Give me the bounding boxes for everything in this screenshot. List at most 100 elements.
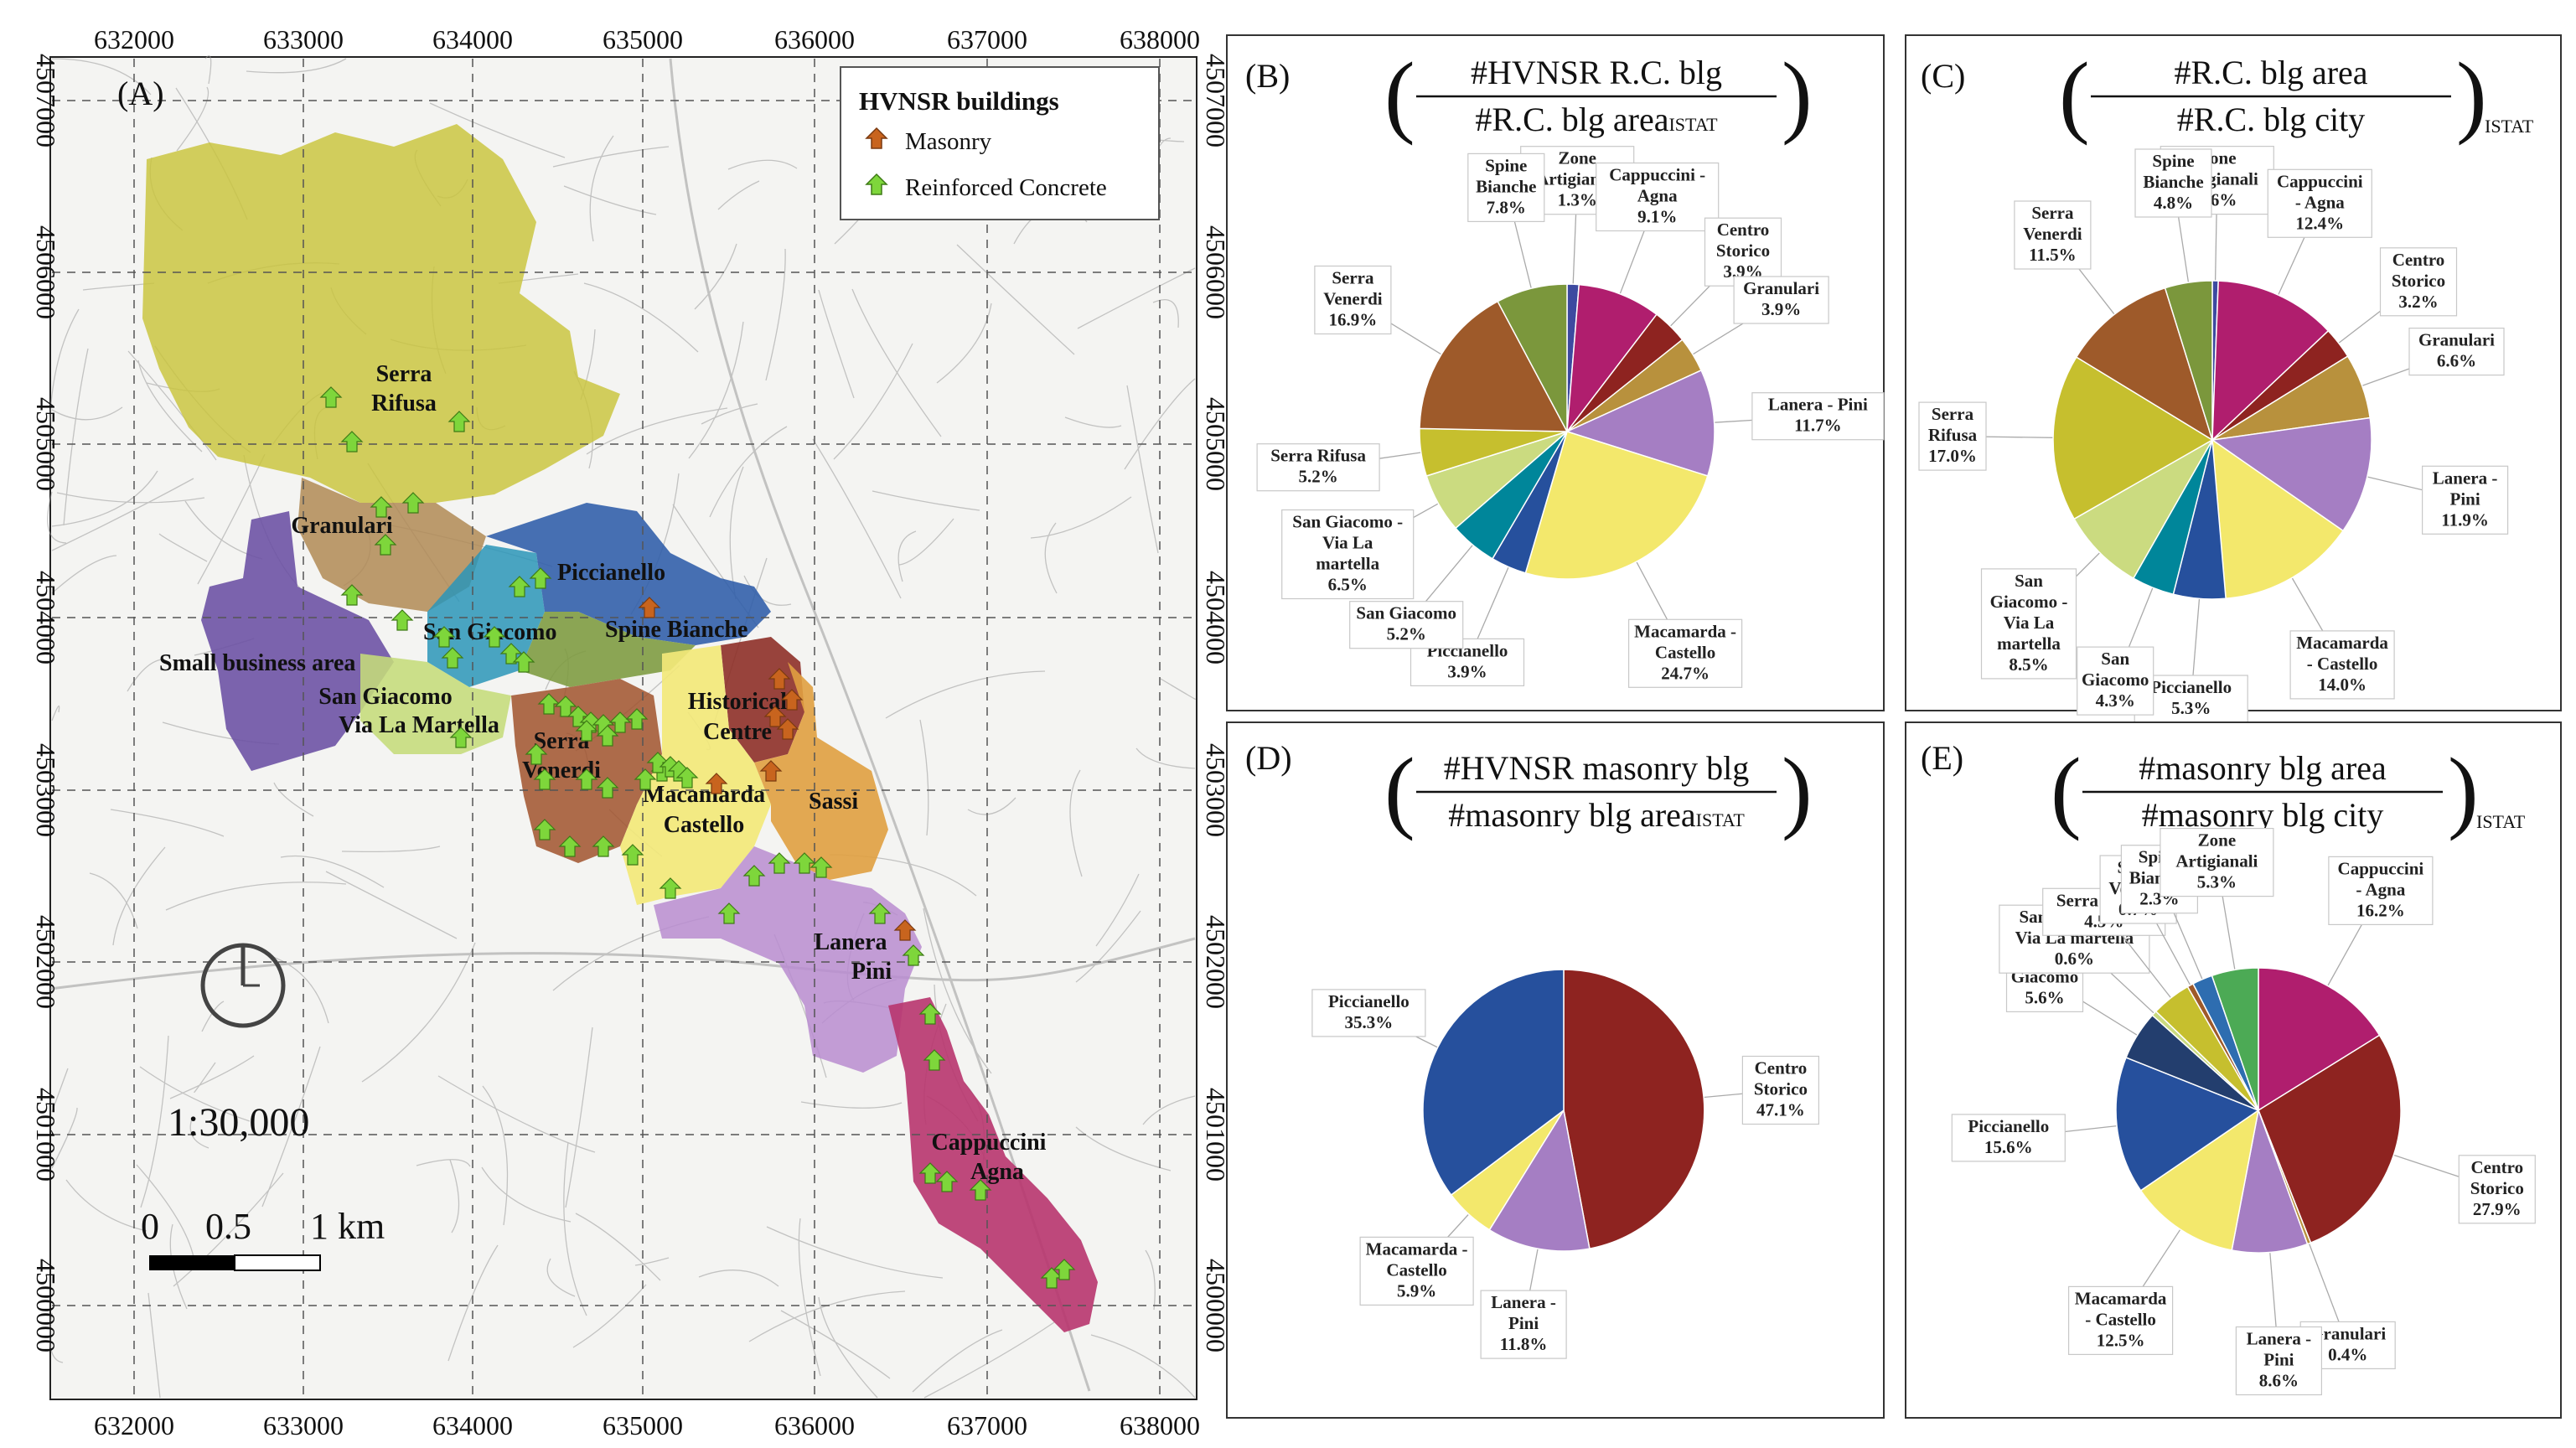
ratio-formula: #HVNSR masonry blg #masonry blg areaISTAT… <box>1384 739 1813 841</box>
label-small-business-area: Small business area <box>159 650 355 676</box>
masonry-building-icon <box>780 689 804 711</box>
rc-building-icon <box>483 626 506 648</box>
pie-slice <box>1524 431 1709 580</box>
area-san-giacomo-via-la-martella <box>360 654 511 754</box>
chart-panel-e: (E) #masonry blg area #masonry blg city ()I… <box>1905 721 2562 1419</box>
x-tick-label: 633000 <box>263 1410 344 1440</box>
rc-building-icon <box>575 720 598 742</box>
y-tick-label: 4500000 <box>31 1259 61 1352</box>
pie-label-box <box>2160 827 2274 897</box>
pie-label-box <box>1751 392 1885 441</box>
rc-building-icon <box>918 1162 942 1184</box>
rc-building-icon <box>533 819 556 840</box>
x-tick-label: 632000 <box>94 1410 174 1440</box>
area-macamarda-castello <box>620 645 771 905</box>
x-tick-label: 636000 <box>774 24 855 54</box>
panel-label: (E) <box>1921 739 1963 777</box>
legend-rc: Reinforced Concrete <box>905 174 1107 201</box>
masonry-building-icon <box>763 706 787 727</box>
pie-slice <box>2211 967 2259 1111</box>
x-tick-label: 632000 <box>94 24 174 54</box>
label-cappuccini-agna: Cappuccini Agna <box>932 1130 1047 1185</box>
pie-slice <box>2211 280 2330 442</box>
pie-slice <box>2211 438 2345 600</box>
pie-label-box <box>1256 443 1380 492</box>
rc-building-icon <box>447 411 471 432</box>
formula-numerator: #HVNSR R.C. blg <box>1471 54 1722 91</box>
rc-building-icon <box>432 626 456 648</box>
area-piccianello <box>486 503 771 645</box>
formula-left-paren: ( <box>1384 739 1415 841</box>
area-cappuccini-agna <box>888 997 1098 1332</box>
formula-right-paren: ) <box>2456 44 2487 146</box>
pie-slice <box>2258 1034 2402 1244</box>
pie-label-box <box>2267 168 2372 238</box>
y-tick-label: 4503000 <box>31 743 61 837</box>
pie-label: Centro Storico 3.9% <box>1716 220 1770 282</box>
pie-label-box <box>2077 646 2154 716</box>
formula-right-paren: ) <box>2448 739 2479 841</box>
rc-building-icon <box>923 1049 946 1071</box>
rc-building-icon <box>596 777 619 799</box>
pie-labels: Zone Artigianali 1.3%Cappuccini -Agna 9.1%C… <box>1256 146 1885 688</box>
formula-outer-sub: ISTAT <box>2485 116 2534 137</box>
formula-denominator: #R.C. blg city <box>2177 101 2365 138</box>
rc-building-icon <box>596 725 619 747</box>
formula-numerator: #R.C. blg area <box>2174 54 2367 91</box>
masonry-building-icon <box>759 760 783 782</box>
chart-panel-c: (C) #R.C. blg area #R.C. blg city ()ISTAT Zo… <box>1905 34 2562 723</box>
label-lanera-pini: Lanera Pini <box>814 929 892 985</box>
masonry-building-icon <box>638 597 661 618</box>
ratio-formula: #masonry blg area #masonry blg city ()ISTA… <box>2051 739 2526 841</box>
y-tick-label: 4506000 <box>31 225 61 319</box>
formula-left-paren: ( <box>2059 44 2090 146</box>
rc-building-icon <box>918 1003 942 1025</box>
pie-slice <box>2210 416 2372 532</box>
map-panel: 632000 633000 634000 635000 636000 637000 6380… <box>31 24 1231 1440</box>
pie-label-box <box>1951 1114 2066 1162</box>
x-tick-label: 634000 <box>432 1410 513 1440</box>
rc-building-icon <box>1053 1259 1076 1280</box>
pie-slice <box>2231 1108 2309 1254</box>
rc-building-icon <box>401 492 425 514</box>
pie-label: Serra Rifusa 5.2% <box>1270 446 1366 487</box>
scale-bar: 0 0.5 1 km <box>141 1206 385 1271</box>
pie-label: Cappuccini -Agna 9.1% <box>1609 165 1705 227</box>
pie-label-box <box>2408 328 2505 376</box>
rc-building-icon <box>675 767 699 789</box>
pie-labels: Zone Artigianali 0.6%Cappuccini - Agna 12.4%… <box>1918 146 2509 723</box>
masonry-building-icon <box>893 919 917 941</box>
pie-label: Granulari 6.6% <box>2418 330 2495 371</box>
pie-label: Granulari 3.9% <box>1743 278 1819 319</box>
pie-label: Lanera - Pini 11.7% <box>1768 395 1868 436</box>
label-spine-bianche: Spine Bianche <box>605 617 747 643</box>
x-tick-label: 634000 <box>432 24 513 54</box>
masonry-building-icon <box>776 718 799 740</box>
area-serra-rifusa <box>142 124 620 503</box>
formula-left-paren: ( <box>2051 739 2082 841</box>
rc-house-icon <box>865 173 888 195</box>
pie-label-box <box>2134 148 2212 218</box>
rc-building-icon <box>659 877 682 899</box>
masonry-building-icon <box>768 668 791 690</box>
pie-label: Lanera -Pini 11.8% <box>1491 1292 1556 1354</box>
formula-numerator: #HVNSR masonry blg <box>1444 749 1749 787</box>
rc-building-icon <box>592 835 615 857</box>
rc-building-icon <box>533 768 556 790</box>
rc-building-icon <box>499 643 523 665</box>
scale-label-0: 0 <box>141 1206 159 1247</box>
y-tick-label: 4507000 <box>31 54 61 147</box>
pie-slice <box>1419 300 1569 432</box>
pie-label-box <box>2379 247 2458 317</box>
rc-building-icon <box>935 1171 959 1192</box>
ratio-formula: #HVNSR R.C. blg#R.C. blg areaISTAT() <box>1384 44 1813 146</box>
rc-building-icon <box>608 711 632 733</box>
pie-label: Macamarda - Castello 14.0% <box>2296 633 2388 695</box>
pie-label-box <box>1311 989 1426 1037</box>
pie-slice <box>2115 1057 2260 1192</box>
rc-building-icon <box>512 651 535 673</box>
rc-building-icon <box>768 852 791 874</box>
rc-building-icon <box>554 696 577 717</box>
pie-label: Lanera -Pini 8.6% <box>2247 1329 2312 1391</box>
x-tick-label: 637000 <box>947 24 1027 54</box>
